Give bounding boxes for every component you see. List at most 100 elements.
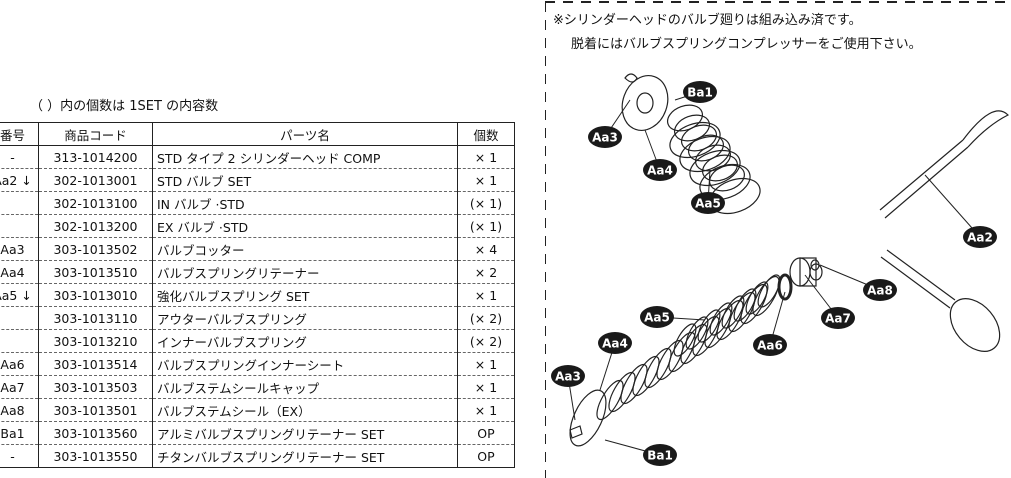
part-label: Aa7 [825,312,851,326]
table-cell: 303-1013502 [38,237,153,261]
table-cell: × 1 [457,398,515,422]
table-cell: 303-1013501 [38,398,153,422]
table-row: Aa7 303-1013503 バルブステムシールキャップ × 1 [0,375,515,399]
table-note: （ ）内の個数は 1SET の内容数 [30,99,219,114]
table-cell: × 1 [457,375,515,399]
table-cell [0,306,39,330]
spring-coil [701,154,739,182]
table-cell: 303-1013550 [38,444,153,468]
table-cell: 303-1013503 [38,375,153,399]
part-label: Aa5 [644,311,670,325]
table-cell: - [0,145,39,169]
table-cell: 303-1013510 [38,260,153,284]
table-row: -313-1014200 STD タイプ 2 シリンダーヘッド COMP × 1 [0,145,515,169]
spring-coil [728,291,756,333]
part-label: Ba1 [687,86,713,100]
table-cell: バルブステムシール（EX） [152,398,458,422]
table-row: 303-1013210 インナーバルブスプリング (× 2) [0,329,515,353]
table-cell: × 1 [457,145,515,169]
table-cell [0,191,39,215]
spring-coil [699,163,751,201]
table-cell: チタンバルブスプリングリテーナー SET [152,444,458,468]
table-cell: Aa6 [0,352,39,376]
spring-coil [608,371,636,413]
table-cell: アルミバルブスプリングリテーナー SET [152,421,458,445]
spring-coil [689,149,741,187]
table-cell: × 4 [457,237,515,261]
table-cell: 303-1013210 [38,329,153,353]
table-cell [0,329,39,353]
table-cell: 303-1013560 [38,421,153,445]
table-row: Aa3 303-1013502 バルブコッター × 4 [0,237,515,261]
label-badge [683,81,717,103]
table-row: 303-1013110 アウターバルブスプリング (× 2) [0,306,515,330]
table-cell: × 1 [457,168,515,192]
part-label: Aa4 [647,164,673,178]
label-badge [963,226,997,248]
spring-coil [656,339,684,381]
table-cell: (× 2) [457,329,515,353]
table-cell: (× 2) [457,306,515,330]
table-row: 302-1013200 EX バルブ ·STD (× 1) [0,214,515,238]
column-header: パーツ名 [152,122,458,146]
label-badge [551,365,585,387]
table-cell: (× 1) [457,214,515,238]
spring-coil [620,363,648,405]
spring-coil [745,281,769,315]
label-badge [598,332,632,354]
table-cell: × 1 [457,352,515,376]
table-cell: 303-1013110 [38,306,153,330]
label-badge [643,159,677,181]
table-cell: OP [457,444,515,468]
diagram-note: 脱着にはバルブスプリングコンプレッサーをご使用下さい。 [571,37,922,52]
spring-coil [632,355,660,397]
spring-coil [679,135,731,173]
table-cell: × 1 [457,283,515,307]
table-cell: Aa2 ↓ [0,168,39,192]
spring-coil [644,347,672,389]
table-cell: 302-1013200 [38,214,153,238]
table-row: -303-1013550 チタンバルブスプリングリテーナー SET OP [0,444,515,468]
table-cell: 303-1013514 [38,352,153,376]
table-cell: バルブステムシールキャップ [152,375,458,399]
column-header: 個数 [457,122,515,146]
table-cell: × 2 [457,260,515,284]
label-badge [640,306,674,328]
table-cell: 313-1014200 [38,145,153,169]
spring-coil [668,331,696,373]
table-cell: EX バルブ ·STD [152,214,458,238]
table-cell: 強化バルブスプリング SET [152,283,458,307]
table-cell: Aa8 [0,398,39,422]
table-cell: Aa3 [0,237,39,261]
table-cell: 303-1013010 [38,283,153,307]
label-badge [643,444,677,466]
table-cell: OP [457,421,515,445]
part-label: Aa8 [867,284,893,298]
diagram-panel: ※シリンダーヘッドのバルブ廻りは組み込み済です。 脱着にはバルブスプリングコンプ… [545,0,1011,478]
part-label: Aa6 [757,339,783,353]
label-badge [691,192,725,214]
part-label: Aa3 [592,131,618,145]
diagram-note: ※シリンダーヘッドのバルブ廻りは組み込み済です。 [553,13,862,28]
table-row: 302-1013100 IN バルブ ·STD (× 1) [0,191,515,215]
table-cell: (× 1) [457,191,515,215]
table-cell: バルブコッター [152,237,458,261]
table-cell: 302-1013100 [38,191,153,215]
table-cell: Ba1 [0,421,39,445]
table-cell: STD バルブ SET [152,168,458,192]
spring-coil [708,164,746,192]
table-row: Ba1 303-1013560 アルミバルブスプリングリテーナー SET OP [0,421,515,445]
spring-coil [596,379,624,421]
table-cell: STD タイプ 2 シリンダーヘッド COMP [152,145,458,169]
table-cell: - [0,444,39,468]
label-badge [821,307,855,329]
table-cell: IN バルブ ·STD [152,191,458,215]
label-badge [863,279,897,301]
table-cell: バルブスプリングリテーナー [152,260,458,284]
table-cell: Aa7 [0,375,39,399]
part-label: Aa4 [602,337,628,351]
spring-coil [757,274,781,308]
